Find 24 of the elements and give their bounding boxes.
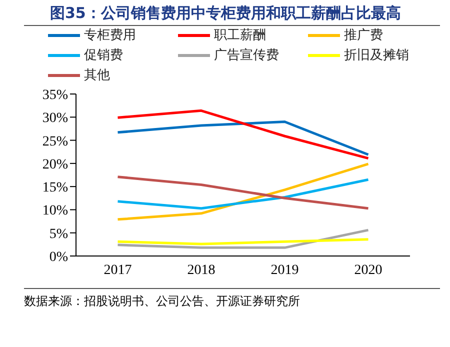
y-tick-label: 5% xyxy=(49,226,68,242)
legend-label: 广告宣传费 xyxy=(214,47,279,64)
y-tick-label: 15% xyxy=(42,180,68,196)
x-tick-label: 2019 xyxy=(270,262,299,278)
legend-label: 其他 xyxy=(84,67,110,84)
line-series xyxy=(116,109,370,160)
line-series xyxy=(116,120,370,156)
y-tick-label: 30% xyxy=(42,111,68,126)
y-tick-label: 0% xyxy=(49,250,68,265)
x-tick-label: 2017 xyxy=(104,262,132,278)
x-tick-label: 2020 xyxy=(354,262,382,278)
legend-label: 促销费 xyxy=(84,47,123,64)
legend-label: 折旧及摊销 xyxy=(344,47,409,64)
x-tick-label: 2018 xyxy=(187,262,216,278)
legend-label: 职工薪酬 xyxy=(214,27,266,44)
line-series xyxy=(116,162,370,221)
source-note: 数据来源：招股说明书、公司公告、开源证券研究所 xyxy=(24,293,301,310)
chart-title: 图35：公司销售费用中专柜费用和职工薪酬占比最高 xyxy=(24,0,440,26)
legend-label: 专柜费用 xyxy=(84,27,136,44)
legend-label: 推广费 xyxy=(344,27,383,44)
y-tick-label: 20% xyxy=(42,157,68,172)
y-tick-label: 35% xyxy=(42,88,68,103)
y-tick-label: 25% xyxy=(42,134,68,150)
y-tick-label: 10% xyxy=(42,204,68,219)
